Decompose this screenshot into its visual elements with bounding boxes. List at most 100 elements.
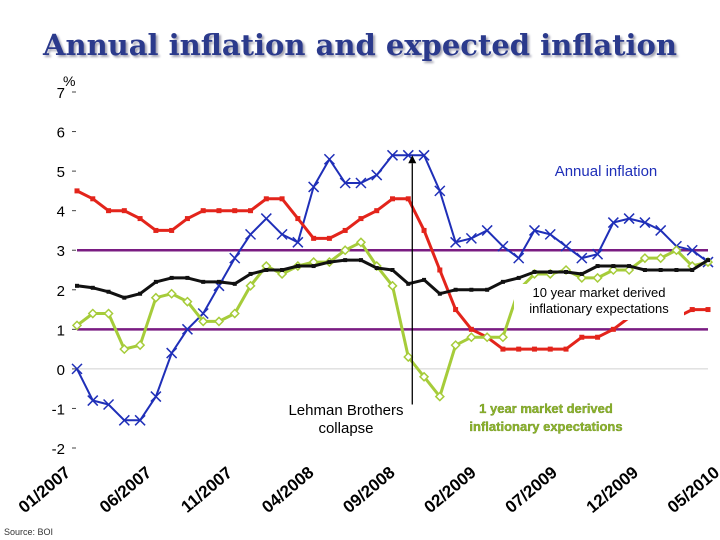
marker-stroke [528,224,541,236]
data-point [90,285,95,290]
marker-stroke [481,224,493,236]
data-point [485,287,490,292]
x-tick-label: 06/2007 [96,463,155,517]
data-point [450,340,461,351]
marker-stroke [402,149,414,161]
marker-stroke [371,169,383,181]
data-point [437,291,442,296]
data-point [326,235,332,241]
data-point [563,346,569,352]
data-point [122,295,127,300]
data-point [106,208,112,214]
marker-stroke [323,153,335,165]
data-point [292,236,304,248]
marker-stroke [260,213,272,225]
data-point [276,228,288,240]
data-point [513,252,525,264]
data-point [405,196,411,202]
data-point [579,334,585,340]
data-point [453,287,458,292]
y-tick-label: 7 [57,85,65,102]
annotation-1y-expectations: 1 year market derived inflationary expect… [469,401,622,434]
data-point [138,291,143,296]
data-point [595,264,600,269]
data-point [671,245,682,256]
data-point [497,332,508,343]
data-point [119,344,130,355]
data-point [450,236,462,248]
data-point [103,308,114,319]
marker-stroke [513,252,525,264]
data-point [260,213,272,225]
data-point [500,279,505,284]
data-point [248,271,253,276]
data-point [184,216,190,222]
data-point [706,258,710,263]
data-point [295,216,301,222]
marker-stroke [103,398,115,411]
data-point [548,269,553,274]
y-tick-label: -1 [52,401,65,418]
data-point [311,264,316,269]
data-point [264,268,269,272]
data-point [308,181,320,193]
data-point [466,332,477,343]
data-point [607,217,619,229]
data-point [560,240,572,252]
data-point [182,296,193,307]
data-point [339,177,351,189]
data-point [166,347,178,359]
data-point [169,275,174,280]
data-point [639,253,650,264]
data-point [690,268,695,272]
x-tick-label: 04/2008 [258,463,317,517]
data-point [544,228,556,240]
data-point [374,208,380,214]
data-point [403,351,414,363]
data-point [516,346,522,352]
data-point [639,217,651,229]
data-point [216,279,221,284]
event-arrowhead [408,155,417,164]
data-point [280,268,285,272]
x-tick-label: 07/2009 [502,463,561,517]
x-tick-label: 01/2007 [15,463,74,517]
data-point [295,264,300,269]
data-point [623,213,635,225]
data-point [201,279,206,284]
data-point [87,395,99,407]
data-point [200,208,206,214]
data-point [686,244,698,256]
marker-stroke [639,217,651,229]
annotation-lehman: Lehman Brothers collapse [288,402,403,437]
data-point [71,363,83,375]
data-point [153,227,159,233]
data-point [497,240,509,252]
data-point [655,253,666,264]
y-tick-label: 4 [57,204,65,221]
data-point [248,208,254,214]
data-point [592,248,604,260]
marker-stroke [623,213,635,225]
marker-stroke [497,240,509,252]
data-point [390,196,395,202]
data-point [390,268,395,272]
data-point [75,283,79,288]
data-point [595,334,601,340]
x-tick-label: 11/2007 [177,463,236,516]
data-point [263,196,269,202]
data-point [311,235,317,241]
data-point [528,224,541,236]
annotation-annual-inflation: Annual inflation [555,163,658,180]
data-point [244,228,257,240]
marker-stroke [576,252,588,264]
data-point [279,196,285,202]
y-axis-label: % [63,73,75,89]
marker-stroke [560,240,572,252]
marker-stroke [308,181,320,193]
data-point [185,275,190,280]
y-tick-label: 6 [57,125,65,142]
marker-stroke [150,391,162,403]
data-point [655,224,667,236]
chart-title: Annual inflation and expected inflation [43,28,677,62]
